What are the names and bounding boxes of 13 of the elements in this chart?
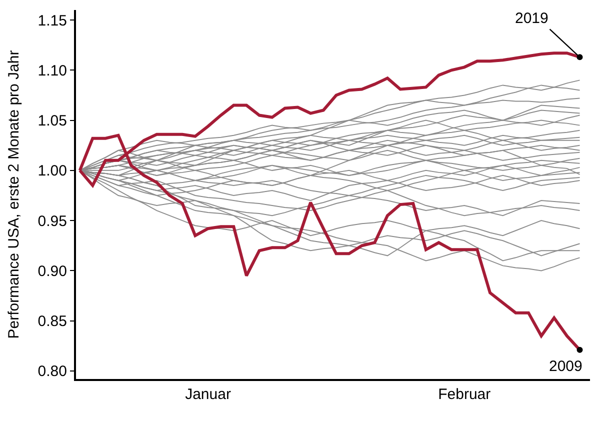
y-tick-label: 1.10 [38,62,67,80]
y-tick-label: 0.80 [38,363,67,380]
y-tick-label: 1.00 [38,162,67,180]
series-label: 2009 [549,358,582,375]
y-tick-label: 0.90 [38,262,67,280]
x-tick-label: Januar [185,386,231,403]
y-tick-label: 1.15 [38,12,67,30]
y-tick-label: 1.05 [38,112,67,130]
series-label: 2019 [515,10,548,27]
y-tick-label: 0.85 [38,313,67,330]
x-tick-label: Februar [438,386,491,403]
y-tick-label: 0.95 [38,212,67,230]
y-axis-title: Performance USA, erste 2 Monate pro Jahr [6,50,23,339]
